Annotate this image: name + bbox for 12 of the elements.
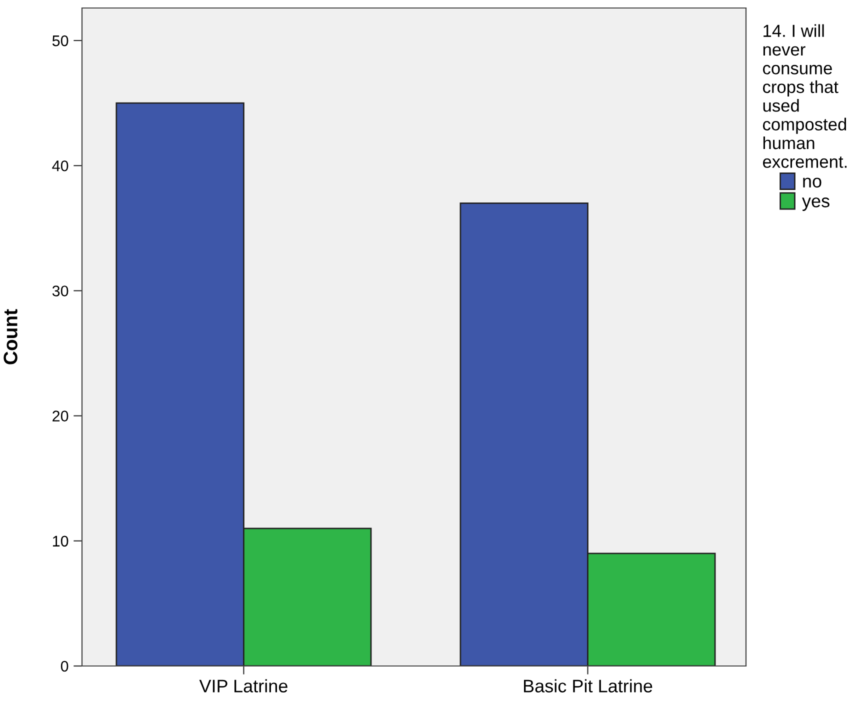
y-tick-label: 50 [52,35,68,46]
y-tick-label: 10 [52,536,68,547]
y-tick-label: 20 [52,410,68,422]
y-tick-label: 30 [52,286,68,296]
legend-title: 14. I will never consume crops that used composted human excrement. [762,24,847,168]
legend-label: yes [802,198,830,211]
y-tick-label: 0 [60,660,68,672]
x-tick-label: Basic Pit Latrine [524,679,652,692]
y-axis-title: Count [4,309,18,364]
legend-label: no [803,178,822,188]
y-tick-label: 40 [52,160,68,172]
x-tick-label: VIP Latrine [199,679,288,692]
